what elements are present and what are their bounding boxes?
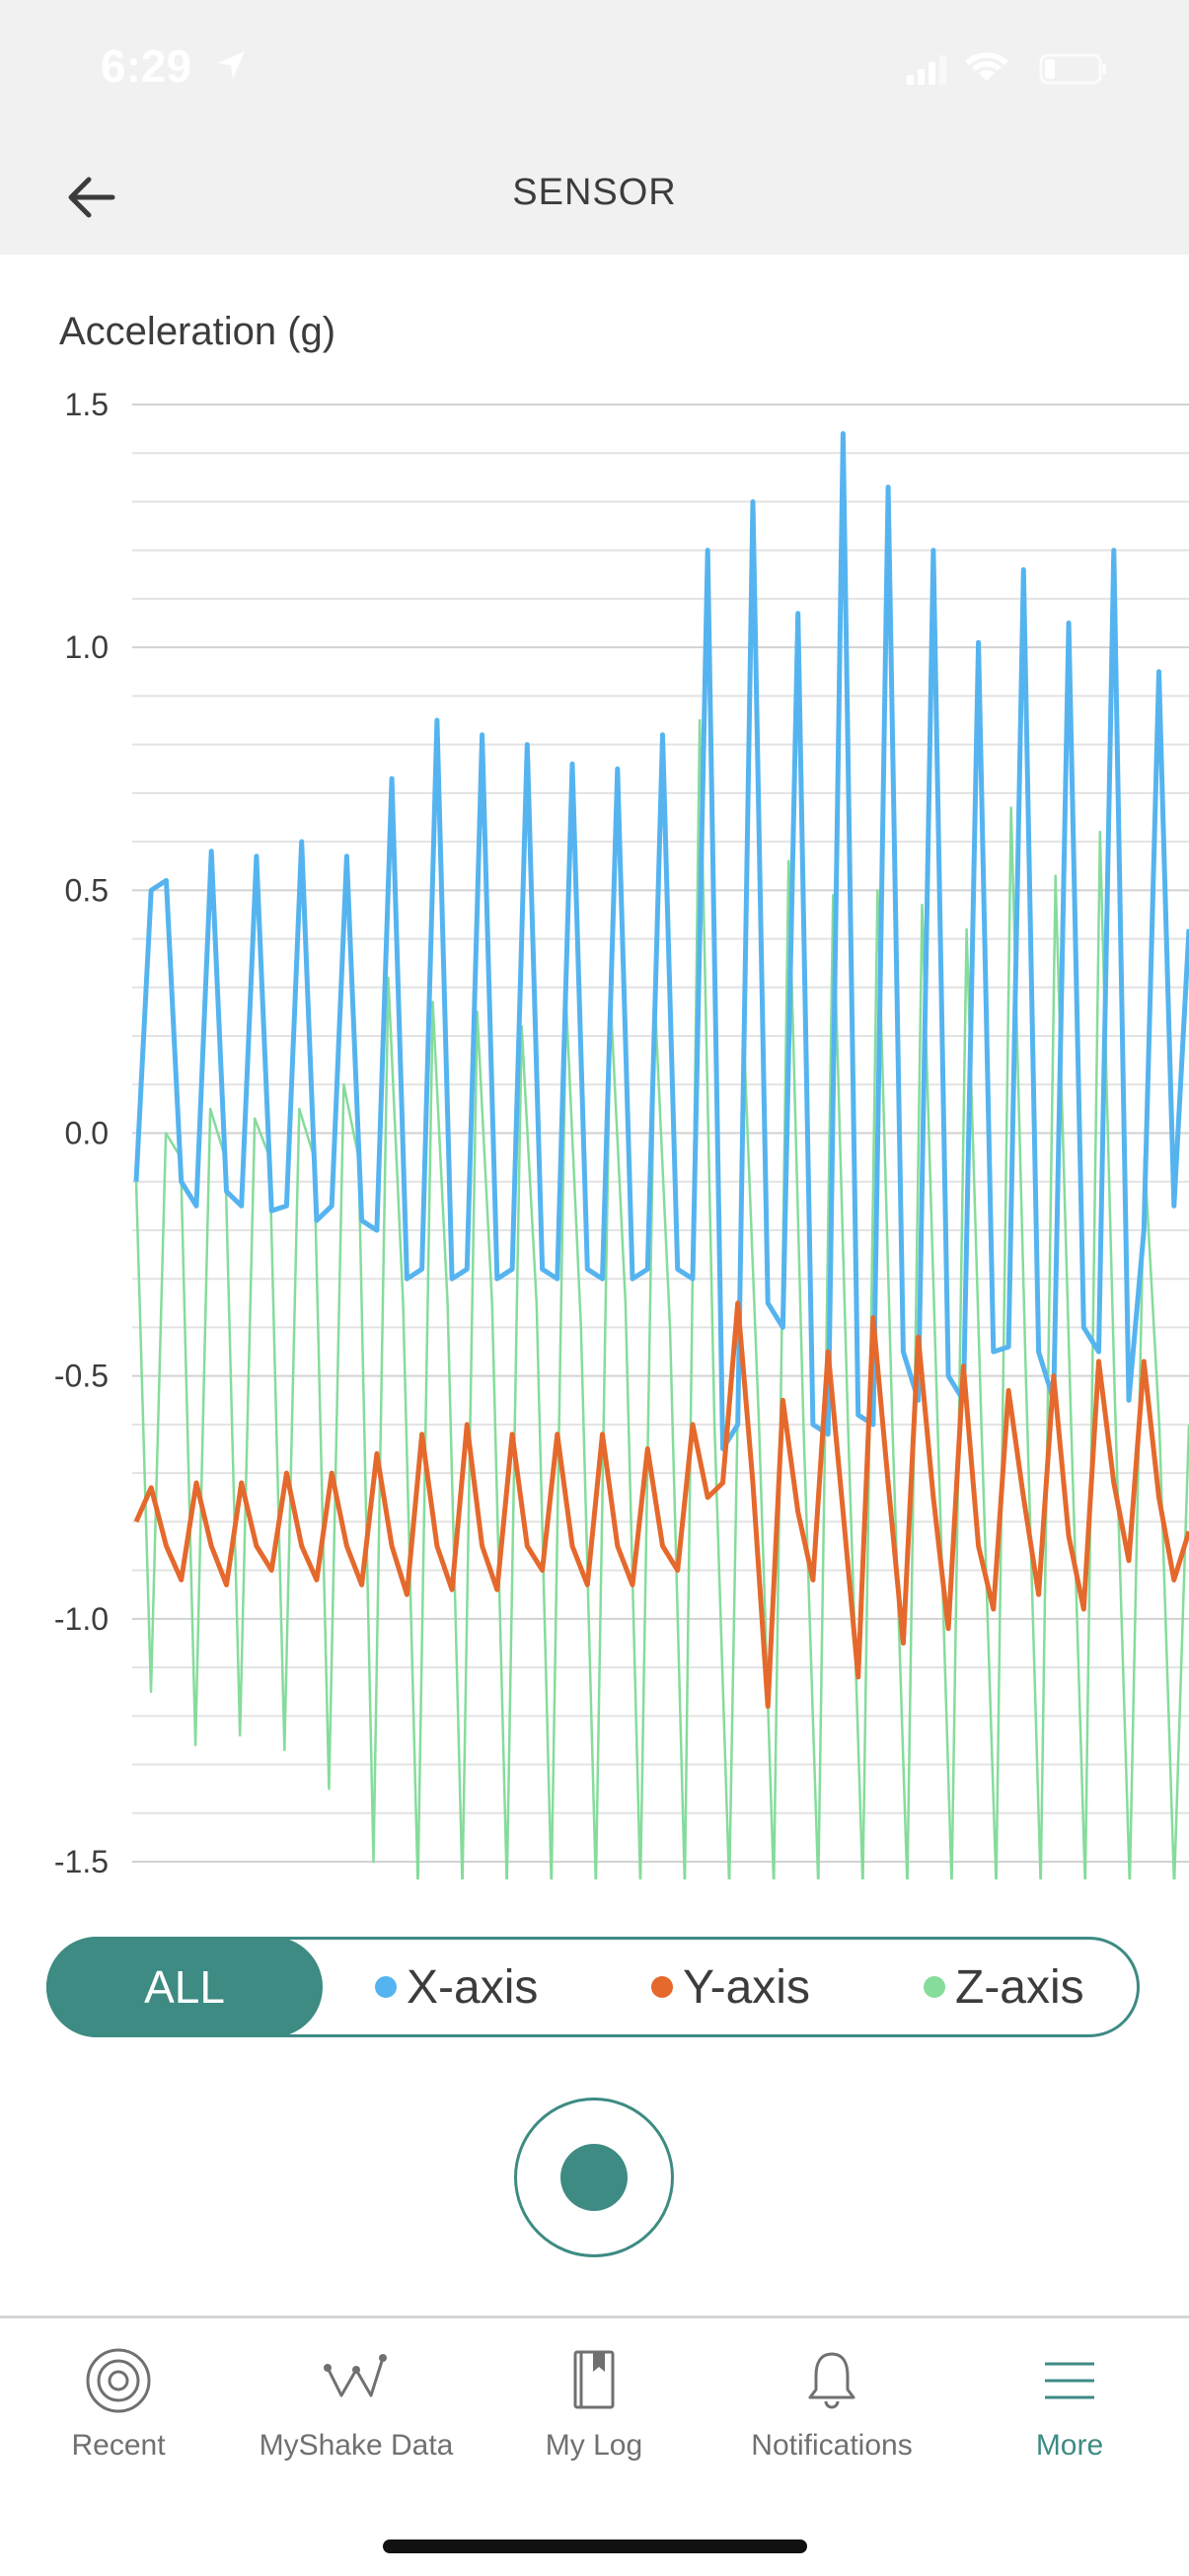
y-tick-label: 1.5 xyxy=(65,387,109,422)
tab-notifications[interactable]: Notifications xyxy=(723,2346,940,2463)
y-tick-label: 0.0 xyxy=(65,1116,109,1151)
battery-icon xyxy=(1039,53,1106,85)
bell-icon xyxy=(808,2352,855,2409)
recent-target-icon xyxy=(86,2348,151,2413)
wifi-icon xyxy=(965,52,1008,81)
filter-y-axis-button[interactable]: Y-axis xyxy=(651,1940,810,2034)
page-title: SENSOR xyxy=(512,172,677,213)
status-bar: 6:29 xyxy=(0,0,1189,138)
signal-icon xyxy=(907,55,946,85)
tab-my-log[interactable]: My Log xyxy=(485,2346,703,2463)
record-dot-icon xyxy=(560,2144,628,2211)
tab-label-more: More xyxy=(1035,2429,1104,2462)
filter-all-button[interactable]: ALL xyxy=(46,1937,323,2037)
back-arrow-icon[interactable] xyxy=(61,168,120,227)
tab-more[interactable]: More xyxy=(961,2346,1178,2463)
tab-recent[interactable]: Recent xyxy=(10,2346,227,2463)
chart-title: Acceleration (g) xyxy=(59,310,336,353)
record-button[interactable] xyxy=(514,2098,674,2257)
z-axis-dot xyxy=(924,1976,945,1998)
filter-z-axis-label: Z-axis xyxy=(955,1960,1084,2014)
tab-label-myshake-data: MyShake Data xyxy=(259,2429,454,2462)
acceleration-chart: 1.5 1.0 0.5 0.0 -0.5 -1.0 -1.5 xyxy=(54,387,1189,1879)
status-time: 6:29 xyxy=(101,40,192,92)
book-icon xyxy=(573,2350,615,2409)
wave-icon xyxy=(324,2354,387,2397)
tab-label-my-log: My Log xyxy=(545,2429,643,2462)
tab-label-notifications: Notifications xyxy=(751,2429,913,2462)
home-indicator xyxy=(383,2539,807,2553)
x-axis-series-line xyxy=(133,431,1189,1451)
top-header: SENSOR xyxy=(0,138,1189,255)
tab-myshake-data[interactable]: MyShake Data xyxy=(248,2346,465,2463)
location-arrow-icon xyxy=(217,51,245,79)
y-axis-dot xyxy=(651,1976,673,1998)
bottom-tab-bar: Recent MyShake Data My Log Notifications… xyxy=(0,2316,1189,2576)
filter-x-axis-button[interactable]: X-axis xyxy=(375,1940,538,2034)
tab-label-recent: Recent xyxy=(71,2429,166,2462)
menu-icon xyxy=(1045,2362,1094,2399)
y-tick-label: -1.5 xyxy=(54,1844,109,1879)
filter-y-axis-label: Y-axis xyxy=(683,1960,810,2014)
y-axis-series-line xyxy=(133,1300,1189,1709)
axis-filter: ALL X-axis Y-axis Z-axis xyxy=(46,1937,1140,2037)
filter-z-axis-button[interactable]: Z-axis xyxy=(924,1940,1084,2034)
y-tick-label: 1.0 xyxy=(65,629,109,665)
x-axis-dot xyxy=(375,1976,397,1998)
y-tick-label: -0.5 xyxy=(54,1359,109,1394)
y-tick-label: -1.0 xyxy=(54,1601,109,1637)
y-tick-label: 0.5 xyxy=(65,872,109,908)
filter-x-axis-label: X-axis xyxy=(407,1960,539,2014)
status-icons xyxy=(907,52,1106,85)
